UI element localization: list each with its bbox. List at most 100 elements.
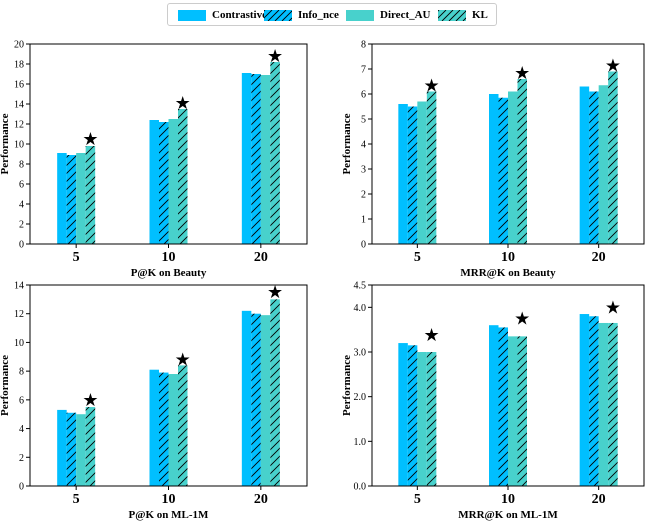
bar-direct_au-5 (417, 101, 427, 244)
y-tick-label: 7 (361, 65, 366, 76)
bar-contrastive-20 (241, 310, 252, 486)
bar-contrastive-10 (489, 94, 499, 244)
best-marker-star: ★ (424, 75, 440, 96)
legend-label-kl: KL (472, 9, 488, 21)
bar-contrastive-10 (149, 369, 159, 486)
bar-contrastive-10 (149, 120, 159, 244)
legend-entry-info-nce: Info_nce (264, 7, 339, 23)
bar-hatch-info_nce-20 (589, 316, 599, 486)
bar-hatch-kl-20 (608, 71, 618, 244)
bar-hatch-info_nce-10 (159, 372, 169, 486)
chart-panel-1: 0 2 4 6 8 10 12 14 16 18 20 5 10 20 ★ ★ ★ P@K on Beauty Pe… (0, 40, 308, 279)
y-tick-label: 14 (14, 100, 24, 111)
bar-hatch-kl-5 (85, 407, 96, 486)
y-tick-label: 4 (19, 200, 24, 211)
bar-contrastive-20 (579, 86, 590, 244)
bar-hatch-kl-10 (178, 109, 188, 244)
legend-entry-kl: KL (438, 7, 488, 23)
legend-swatch-direct-au (346, 9, 374, 21)
y-tick-label: 4 (19, 424, 24, 435)
y-tick-label: 6 (19, 180, 24, 191)
x-tick-label: 20 (254, 250, 268, 265)
bar-hatch-info_nce-5 (66, 155, 77, 244)
legend-label-info-nce: Info_nce (298, 9, 339, 21)
y-tick-label: 0 (19, 240, 24, 251)
bar-direct_au-10 (168, 119, 178, 244)
hatch-line (438, 9, 447, 19)
hatch-line (274, 9, 287, 21)
bar-hatch-info_nce-5 (66, 412, 77, 486)
bar-direct_au-10 (508, 336, 518, 486)
y-tick-label: 18 (14, 60, 24, 71)
y-tick-label: 0.0 (354, 482, 367, 493)
x-tick-label: 20 (592, 492, 606, 507)
y-axis-label: Performance (0, 355, 11, 416)
bar-direct_au-20 (260, 315, 271, 486)
y-tick-label: 20 (14, 40, 24, 51)
bar-direct_au-20 (260, 75, 271, 244)
bar-hatch-info_nce-10 (498, 97, 508, 244)
y-tick-label: 16 (14, 80, 24, 91)
legend-swatch-contrastive (178, 9, 206, 21)
y-tick-label: 6 (19, 395, 24, 406)
bar-direct_au-5 (76, 414, 86, 486)
chart-panel-2: 0 1 2 3 4 5 6 7 8 5 10 20 ★ ★ ★ MRR@K on Beauty Performa… (341, 40, 645, 279)
x-tick-label: 5 (414, 492, 421, 507)
y-tick-label: 12 (14, 120, 24, 131)
bar-hatch-info_nce-10 (498, 327, 508, 486)
legend-swatch-hatch (438, 9, 466, 21)
bar-direct_au-10 (508, 91, 518, 244)
y-axis-label: Performance (0, 113, 11, 174)
legend-swatch-fill (438, 9, 466, 21)
best-marker-star: ★ (267, 46, 283, 67)
chart-panel-4: 0.0 1.0 2.0 3.0 4.0 4.5 5 10 20 ★ ★ ★ MRR@K on ML-1M… (341, 281, 645, 521)
best-marker-star: ★ (514, 309, 530, 330)
y-tick-label: 2 (19, 453, 24, 464)
bar-hatch-info_nce-5 (407, 345, 418, 486)
x-tick-label: 10 (501, 250, 515, 265)
y-tick-label: 8 (19, 367, 24, 378)
best-marker-star: ★ (424, 325, 440, 346)
legend-label-contrastive: Contrastive (212, 9, 267, 21)
bar-hatch-info_nce-10 (159, 122, 169, 244)
y-tick-label: 8 (361, 40, 366, 51)
bar-contrastive-5 (398, 104, 408, 244)
hatch-line (267, 9, 280, 21)
bar-direct_au-20 (598, 85, 609, 244)
plot-frame (29, 284, 308, 487)
y-tick-label: 10 (14, 140, 24, 151)
legend-swatch-fill (346, 9, 374, 21)
y-axis-label: Performance (341, 113, 353, 174)
x-tick-label: 10 (162, 250, 176, 265)
bar-hatch-kl-5 (426, 91, 437, 244)
y-tick-label: 4.5 (354, 281, 367, 292)
y-tick-label: 0 (19, 482, 24, 493)
y-tick-label: 3 (361, 165, 366, 176)
x-axis-label: P@K on ML-1M (129, 509, 210, 521)
bar-contrastive-20 (579, 314, 590, 486)
bar-hatch-info_nce-5 (407, 106, 418, 244)
best-marker-star: ★ (175, 93, 191, 114)
bar-contrastive-5 (57, 409, 67, 486)
plot-frame (371, 43, 645, 245)
y-tick-label: 8 (19, 160, 24, 171)
y-tick-label: 2 (19, 220, 24, 231)
best-marker-star: ★ (605, 297, 621, 318)
legend-entry-contrastive: Contrastive (178, 7, 267, 23)
y-tick-label: 5 (361, 115, 366, 126)
bar-hatch-kl-10 (517, 336, 527, 486)
best-marker-star: ★ (267, 282, 283, 303)
legend-entry-direct-au: Direct_AU (346, 7, 431, 23)
y-tick-label: 4 (361, 140, 366, 151)
legend-swatch-hatch (264, 9, 292, 21)
legend-label-direct-au: Direct_AU (380, 9, 431, 21)
x-axis-label: P@K on Beauty (131, 267, 207, 279)
x-tick-label: 5 (414, 250, 421, 265)
hatch-line (264, 9, 273, 19)
y-tick-label: 2 (361, 190, 366, 201)
best-marker-star: ★ (175, 350, 191, 371)
x-tick-label: 10 (162, 492, 176, 507)
best-marker-star: ★ (82, 390, 98, 411)
x-tick-label: 10 (501, 492, 515, 507)
